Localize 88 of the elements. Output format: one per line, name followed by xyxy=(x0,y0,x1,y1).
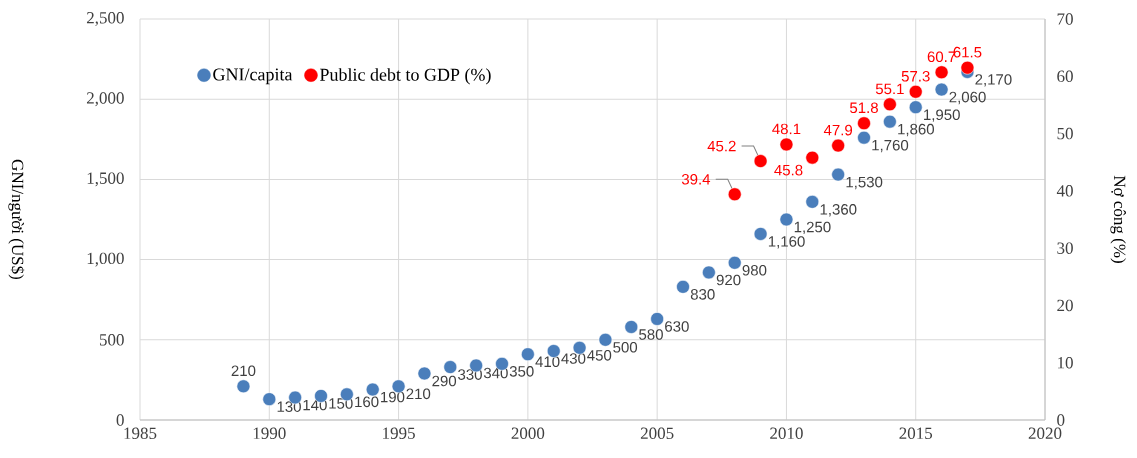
y2-tick-label: 60 xyxy=(1057,70,1073,83)
point xyxy=(805,150,820,165)
point xyxy=(650,312,664,326)
y-tick-label: 0 xyxy=(116,414,124,426)
point xyxy=(805,195,820,209)
data-label: 210 xyxy=(231,365,256,377)
legend-label: GNI/capita xyxy=(213,68,293,85)
data-label: 57.3 xyxy=(901,70,930,82)
data-label: 2,060 xyxy=(949,91,986,105)
x-tick-label: 2015 xyxy=(899,427,933,440)
point xyxy=(934,82,949,97)
point xyxy=(521,347,535,362)
legend-label: Public debt to GDP (%) xyxy=(319,68,491,85)
point xyxy=(857,116,871,131)
x-tick-label: 1985 xyxy=(124,427,157,440)
y2-tick-label: 50 xyxy=(1057,127,1073,140)
y2-tick-label: 10 xyxy=(1058,356,1073,369)
point xyxy=(262,392,277,406)
point xyxy=(598,333,613,347)
data-label: 1,250 xyxy=(794,221,831,235)
data-label: 450 xyxy=(587,350,612,361)
data-label: 51.8 xyxy=(850,102,878,114)
point xyxy=(857,130,871,145)
data-label: 1,360 xyxy=(820,204,857,217)
data-label: 350 xyxy=(509,366,534,377)
data-label: 920 xyxy=(716,274,741,286)
y2-tick-label: 30 xyxy=(1057,242,1073,254)
data-label: 1,860 xyxy=(898,123,934,137)
x-tick-label: 2010 xyxy=(770,427,803,440)
data-label: 980 xyxy=(742,265,767,276)
data-label: 1,760 xyxy=(872,139,909,153)
y-tick-label: 1,500 xyxy=(87,172,124,187)
data-label: 1,530 xyxy=(846,176,883,190)
x-tick-label: 2000 xyxy=(511,427,545,440)
y2-tick-label: 70 xyxy=(1057,13,1073,25)
point xyxy=(883,97,897,112)
point xyxy=(676,280,690,294)
point xyxy=(960,60,975,75)
data-label: 47.9 xyxy=(823,124,853,136)
x-tick-label: 1995 xyxy=(383,427,415,439)
data-label: 45.8 xyxy=(774,164,803,176)
point xyxy=(908,100,923,115)
data-label: 430 xyxy=(561,353,586,364)
x-tick-label: 2020 xyxy=(1028,427,1062,440)
x-tick-label: 1990 xyxy=(253,427,286,440)
point xyxy=(779,212,794,227)
point xyxy=(779,137,794,152)
data-label: 1,160 xyxy=(768,236,805,249)
data-label: 500 xyxy=(613,342,638,353)
y2-tick-label: 0 xyxy=(1057,414,1065,426)
data-label: 630 xyxy=(665,321,689,332)
data-label: 48.1 xyxy=(772,123,801,135)
point xyxy=(753,154,768,168)
point xyxy=(831,138,845,153)
y-tick-label: 1,000 xyxy=(87,252,124,267)
data-label: 160 xyxy=(355,396,379,408)
data-label: 210 xyxy=(406,388,431,400)
point xyxy=(365,382,380,397)
data-label: 39.4 xyxy=(681,173,711,185)
data-label: 2,170 xyxy=(975,74,1012,87)
data-label: 190 xyxy=(381,391,405,403)
y2-tick-label: 40 xyxy=(1056,185,1073,197)
y-tick-label: 2,000 xyxy=(86,92,124,107)
point xyxy=(624,320,639,334)
data-label: 55.1 xyxy=(875,83,904,95)
data-label: 830 xyxy=(690,289,715,300)
x-tick-label: 2005 xyxy=(640,427,674,440)
data-label: 1,950 xyxy=(924,109,960,122)
y-tick-label: 500 xyxy=(99,334,124,346)
data-label: 290 xyxy=(432,375,457,387)
point xyxy=(908,84,923,99)
point xyxy=(236,379,251,394)
point xyxy=(727,256,742,270)
y-tick-label: 2,500 xyxy=(86,12,124,26)
data-label: 45.2 xyxy=(707,140,736,152)
point xyxy=(417,366,432,381)
point xyxy=(702,265,716,280)
point xyxy=(883,114,897,129)
point xyxy=(443,360,458,374)
point xyxy=(753,227,768,241)
y-axis-title: GNI/người (US$) xyxy=(8,159,25,280)
point xyxy=(934,65,949,80)
point xyxy=(727,187,742,202)
data-label: 410 xyxy=(535,356,560,368)
y2-tick-label: 20 xyxy=(1057,299,1073,312)
y2-axis-title: Nợ công (%) xyxy=(1110,175,1126,263)
data-label: 580 xyxy=(639,329,663,340)
point xyxy=(831,167,845,182)
